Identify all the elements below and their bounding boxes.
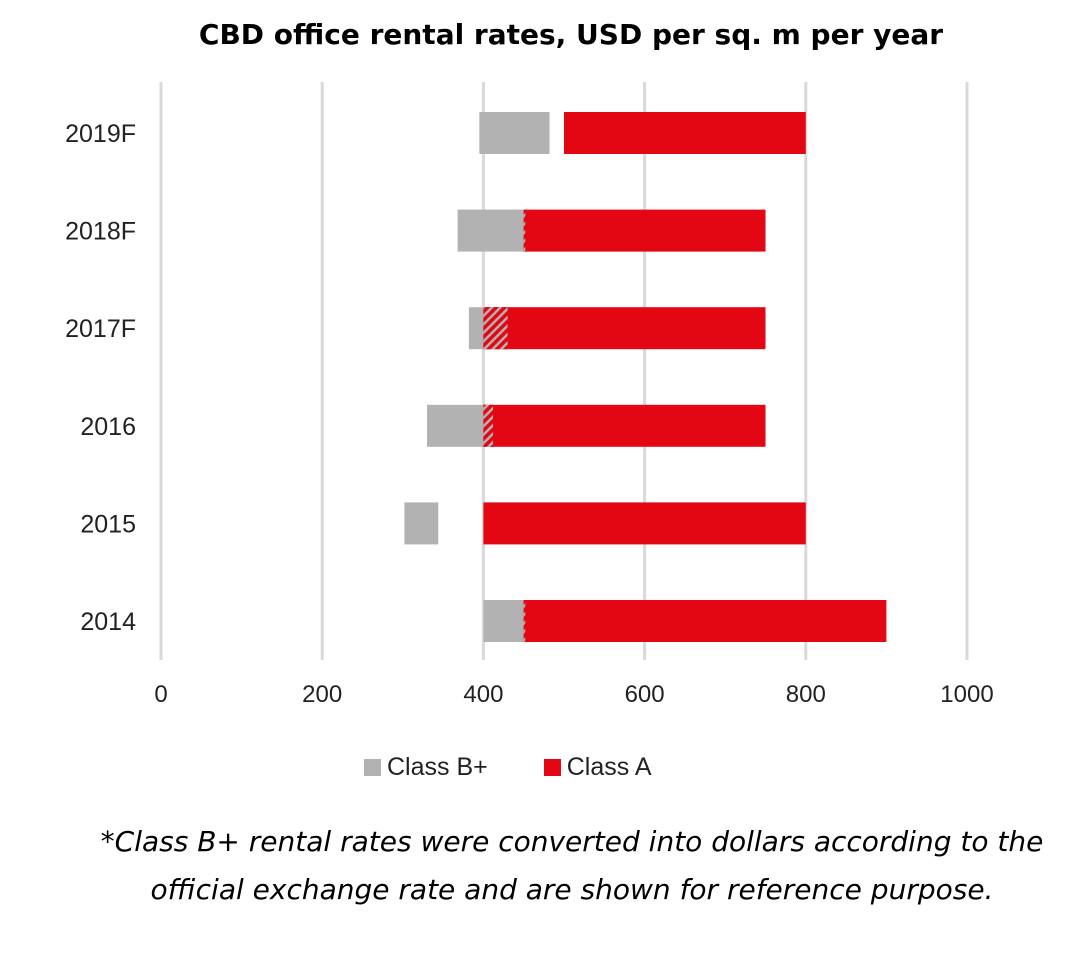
- x-tick-label: 1000: [940, 681, 993, 708]
- bar-class-a-2016: [483, 404, 766, 447]
- legend-item-class-a: Class A: [543, 752, 652, 782]
- bar-class-a-2014: [523, 600, 887, 642]
- bar-class-a-2018F: [523, 209, 766, 252]
- legend-swatch-class-a: [543, 758, 561, 776]
- footnote-line-1: *Class B+ rental rates were converted in…: [100, 825, 1044, 858]
- legend: Class B+ Class A: [364, 752, 708, 782]
- bar-class-b-2015: [404, 502, 439, 545]
- category-label: 2015: [80, 510, 136, 538]
- bar-class-a-2015: [483, 502, 806, 545]
- bar-class-a-2017F: [483, 307, 766, 350]
- chart-title: CBD office rental rates, USD per sq. m p…: [198, 18, 944, 51]
- bar-class-b-2016: [426, 404, 494, 447]
- bar-overlap-2017F: [483, 307, 508, 350]
- footnote-line-2: official exchange rate and are shown for…: [150, 873, 994, 906]
- legend-swatch-class-b: [364, 758, 381, 776]
- legend-item-class-b: Class B+: [364, 753, 488, 782]
- bar-class-a-2019F: [564, 112, 806, 154]
- x-tick-label: 0: [154, 681, 167, 708]
- category-label: 2017F: [65, 315, 136, 343]
- category-label: 2016: [80, 413, 136, 441]
- bar-class-b-2019F: [479, 112, 550, 154]
- legend-label-class-a: Class A: [566, 752, 652, 781]
- bar-class-b-2018F: [457, 209, 526, 252]
- x-tick-label: 800: [786, 681, 826, 708]
- legend-label-class-b: Class B+: [387, 752, 488, 781]
- bar-class-b-2014: [483, 600, 526, 642]
- category-label: 2018F: [65, 218, 136, 246]
- chart-plot: 0 200 400 600 800 1000 2019F 2018F 2017F 2016 2015…: [65, 82, 994, 708]
- category-label: 2014: [80, 608, 136, 636]
- x-tick-label: 400: [463, 681, 503, 708]
- x-tick-label: 600: [625, 681, 665, 708]
- x-tick-label: 200: [302, 681, 342, 708]
- category-label: 2019F: [65, 120, 136, 148]
- bar-overlap-2018F: [523, 209, 526, 252]
- bar-overlap-2016: [483, 404, 494, 447]
- bar-overlap-2014: [523, 600, 526, 642]
- footnote: *Class B+ rental rates were converted in…: [40, 818, 1088, 914]
